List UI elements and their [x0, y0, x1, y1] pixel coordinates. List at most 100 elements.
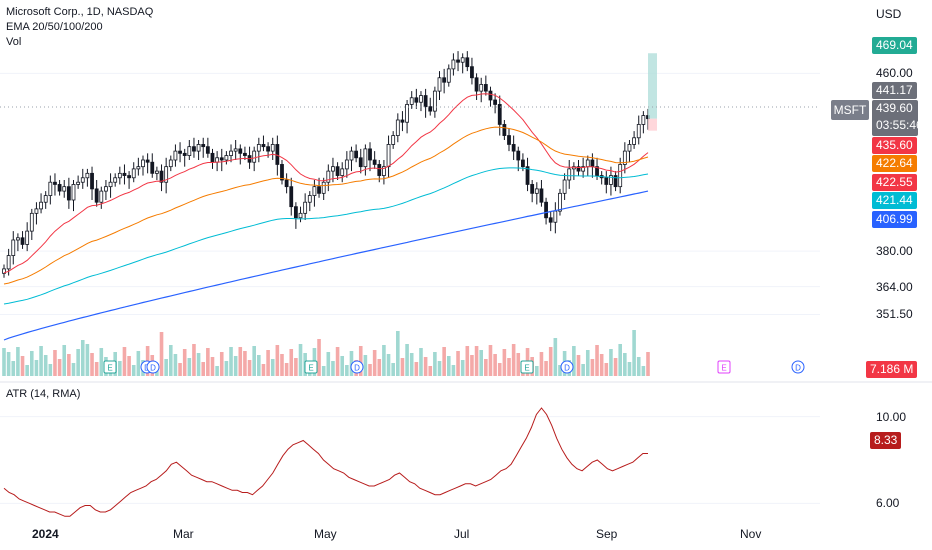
event-marker-label: D	[150, 364, 156, 373]
candle-body	[470, 66, 474, 79]
volume-bar	[247, 360, 252, 376]
earnings-marker	[717, 360, 731, 374]
candle-body	[377, 164, 382, 176]
volume-bar	[442, 347, 446, 376]
volume-bar	[90, 353, 94, 376]
volume-bar	[289, 349, 294, 376]
candle-body	[446, 68, 451, 83]
volume-bar	[363, 355, 368, 376]
candle-body	[344, 159, 349, 170]
volume-bar	[62, 345, 67, 376]
volume-bar	[456, 351, 460, 376]
candle-body	[368, 148, 372, 161]
earnings-marker	[304, 360, 318, 374]
volume-bar	[252, 346, 256, 376]
candle-body	[29, 212, 34, 232]
candle-body	[456, 59, 460, 63]
candle-body	[539, 188, 544, 203]
candle-body	[266, 146, 270, 152]
ema-legend[interactable]: EMA 20/50/100/200	[6, 21, 103, 33]
candle-body	[164, 166, 169, 183]
volume-bar	[599, 354, 604, 376]
candle-body	[261, 144, 266, 148]
volume-bar	[2, 348, 6, 376]
candle-body	[585, 159, 590, 168]
candle-body	[636, 124, 641, 139]
candle-body	[270, 144, 275, 152]
candle-body	[113, 177, 118, 183]
candle-body	[219, 157, 224, 161]
candle-body	[474, 77, 479, 92]
candle-body	[562, 179, 567, 194]
candle-body	[173, 150, 178, 161]
candle-body	[483, 84, 488, 92]
volume-bar	[159, 332, 164, 376]
volume-bar	[414, 362, 419, 376]
volume-bar	[609, 349, 613, 376]
candle-body	[11, 239, 16, 256]
candle-body	[437, 77, 442, 92]
candle-body	[358, 157, 363, 168]
volume-bar	[34, 360, 39, 376]
volume-bar	[215, 366, 219, 376]
volume-bar	[372, 350, 377, 376]
candle-body	[90, 172, 94, 190]
candle-body	[590, 159, 595, 168]
volume-bar	[224, 361, 229, 376]
volume-legend[interactable]: Vol	[6, 36, 22, 48]
candle-body	[414, 97, 419, 103]
candle-body	[372, 159, 377, 165]
price-tag-ema-100: 421.44	[872, 192, 917, 209]
volume-bar	[627, 362, 632, 376]
price-tag-ema-50: 422.64	[872, 155, 917, 172]
bar-countdown: 03:55:46	[876, 118, 923, 132]
candle-body	[349, 150, 354, 161]
candle-body	[511, 144, 516, 152]
volume-bar	[368, 364, 372, 376]
atr-axis-label: 6.00	[876, 496, 900, 511]
candle-body	[196, 144, 201, 152]
candle-body	[298, 212, 303, 219]
price-axis-label: 351.50	[876, 307, 913, 322]
target-zone	[648, 53, 657, 119]
candle-body	[581, 166, 586, 172]
price-tag-ema-20: 435.60	[872, 137, 917, 154]
volume-bar	[409, 353, 414, 376]
event-marker-label: E	[721, 364, 726, 373]
volume-bar	[382, 345, 386, 376]
candle-body	[168, 159, 173, 168]
candle-body	[354, 150, 359, 159]
candle-body	[595, 166, 599, 176]
atr-legend[interactable]: ATR (14, RMA)	[6, 388, 81, 400]
volume-tag: 7.186 M	[866, 361, 918, 378]
volume-bar	[423, 357, 428, 376]
volume-bar	[433, 352, 437, 376]
candle-body	[331, 166, 335, 172]
candle-body	[497, 104, 502, 125]
currency-label[interactable]: USD	[876, 7, 902, 21]
event-marker-label: D	[564, 364, 570, 373]
volume-bar	[646, 352, 650, 376]
atr-tag: 8.33	[870, 432, 902, 449]
candle-body	[252, 150, 257, 163]
symbol-legend[interactable]: Microsoft Corp., 1D, NASDAQ	[6, 6, 154, 18]
candle-body	[641, 115, 646, 125]
time-axis-label: May	[314, 527, 337, 541]
volume-bar	[641, 366, 646, 376]
ema-50-line	[3, 126, 649, 285]
volume-bar	[377, 359, 382, 376]
volume-bar	[29, 351, 34, 376]
candle-body	[395, 119, 400, 136]
candle-body	[516, 150, 521, 161]
volume-bar	[80, 340, 85, 376]
volume-bar	[396, 331, 400, 376]
candle-body	[94, 188, 99, 203]
volume-bar	[6, 352, 11, 376]
volume-bar	[53, 350, 57, 376]
candle-body	[321, 181, 326, 194]
volume-bar	[553, 338, 558, 376]
candle-body	[622, 150, 627, 165]
event-marker-label: E	[524, 364, 529, 373]
candle-body	[6, 255, 11, 270]
